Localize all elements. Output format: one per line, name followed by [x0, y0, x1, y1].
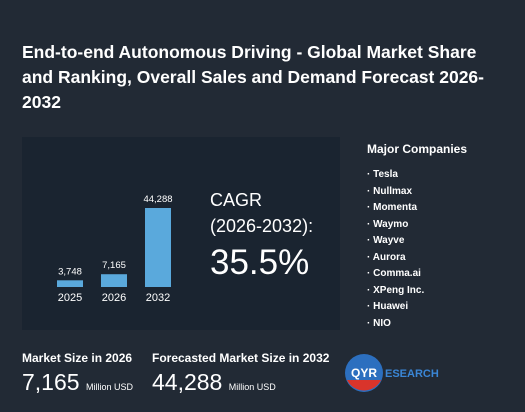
logo-mark: QYR — [351, 366, 377, 380]
value-label: 44,288 — [143, 194, 172, 205]
stat-label: Market Size in 2026 — [22, 351, 133, 365]
stat-unit: Million USD — [228, 382, 276, 392]
value-label: 3,748 — [58, 266, 82, 277]
logo-swoosh — [347, 380, 381, 391]
x-tick-label: 2025 — [58, 292, 82, 304]
company: Tesla — [367, 168, 424, 185]
stat-unit: Million USD — [85, 382, 133, 392]
stat-value: 44,288 Million USD — [152, 369, 276, 396]
bar — [57, 280, 83, 287]
bar — [101, 274, 127, 287]
logo: QYR ESEARCH — [345, 354, 439, 392]
value-label: 7,165 — [102, 260, 126, 271]
chart-panel — [22, 137, 340, 330]
company: Comma.ai — [367, 267, 424, 284]
company: XPeng Inc. — [367, 284, 424, 301]
title: End-to-end Autonomous Driving - Global M… — [22, 42, 484, 112]
logo-text: ESEARCH — [385, 368, 439, 380]
company: NIO — [367, 317, 424, 334]
stat-number: 44,288 — [152, 369, 223, 395]
company: Huawei — [367, 300, 424, 317]
x-tick-label: 2032 — [146, 292, 170, 304]
company: Wayve — [367, 234, 424, 251]
cagr-label: CAGR — [210, 190, 263, 210]
company: Aurora — [367, 251, 424, 268]
companies-list: TeslaNullmaxMomentaWaymoWayveAuroraComma… — [367, 168, 424, 333]
cagr-value: 35.5% — [210, 243, 310, 282]
cagr-label: (2026-2032): — [210, 216, 314, 236]
x-tick-label: 2026 — [102, 292, 126, 304]
stat-label: Forecasted Market Size in 2032 — [152, 351, 330, 365]
company: Waymo — [367, 218, 424, 235]
bar — [145, 208, 171, 287]
stat-value: 7,165 Million USD — [22, 369, 133, 396]
bar-chart: 3,748 2025 7,165 2026 44,288 2032 — [57, 194, 173, 304]
company: Momenta — [367, 201, 424, 218]
companies-title: Major Companies — [367, 142, 468, 156]
company: Nullmax — [367, 185, 424, 202]
stat-number: 7,165 — [22, 369, 80, 395]
